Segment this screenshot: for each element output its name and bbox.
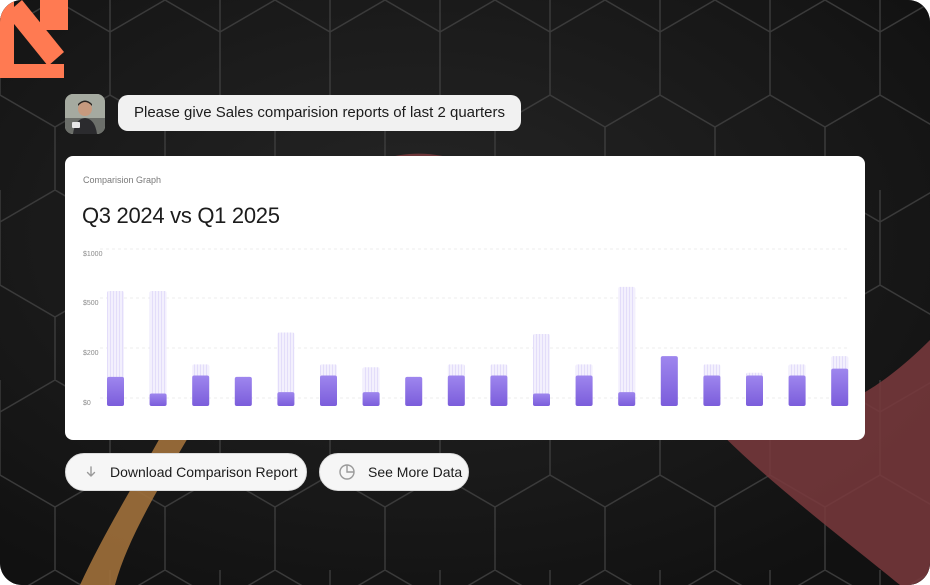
bar-q1-2025: [320, 375, 337, 406]
bar-q1-2025: [703, 375, 721, 406]
decorative-swoosh-orange: [80, 400, 210, 585]
bar-q1-2025: [277, 392, 295, 406]
chart-title: Q3 2024 vs Q1 2025: [82, 203, 280, 228]
download-report-button[interactable]: Download Comparison Report: [65, 453, 307, 491]
y-tick-label: $0: [83, 400, 91, 407]
bar-q1-2025: [234, 376, 252, 406]
pie-chart-icon: [338, 463, 356, 481]
bar-q1-2025: [618, 392, 636, 406]
bar-q1-2025: [447, 375, 465, 406]
bar-q1-2025: [575, 375, 593, 406]
bar-q3-2024: [618, 286, 636, 406]
bar-q1-2025: [149, 393, 167, 406]
bar-q1-2025: [362, 392, 380, 406]
bar-q3-2024: [149, 290, 167, 406]
bar-q1-2025: [746, 375, 763, 406]
bar-q1-2025: [405, 376, 423, 406]
y-tick-label: $500: [83, 300, 99, 307]
download-report-label: Download Comparison Report: [110, 464, 298, 480]
user-avatar: [65, 94, 105, 134]
comparison-chart: $1000 $500 $200 $0: [83, 248, 850, 407]
bar-q3-2024: [277, 332, 295, 406]
user-avatar-icon: [65, 94, 105, 134]
bar-q1-2025: [788, 375, 806, 406]
bar-q1-2025: [192, 375, 210, 406]
brand-logo: [0, 0, 68, 78]
bar-q1-2025: [107, 376, 124, 406]
bar-q1-2025: [533, 393, 550, 406]
see-more-data-button[interactable]: See More Data: [319, 453, 469, 491]
bar-q3-2024: [533, 333, 550, 406]
y-tick-label: $200: [83, 350, 99, 357]
chat-message: Please give Sales comparision reports of…: [118, 95, 522, 131]
comparison-card: Comparision Graph Q3 2024 vs Q1 2025 $10…: [65, 156, 865, 440]
download-arrow-icon: [84, 465, 98, 479]
bar-q1-2025: [660, 356, 678, 406]
card-label: Comparision Graph: [83, 175, 162, 185]
bar-q1-2025: [490, 375, 508, 406]
bar-q1-2025: [831, 368, 849, 406]
y-tick-label: $1000: [83, 251, 103, 258]
see-more-data-label: See More Data: [368, 464, 463, 480]
